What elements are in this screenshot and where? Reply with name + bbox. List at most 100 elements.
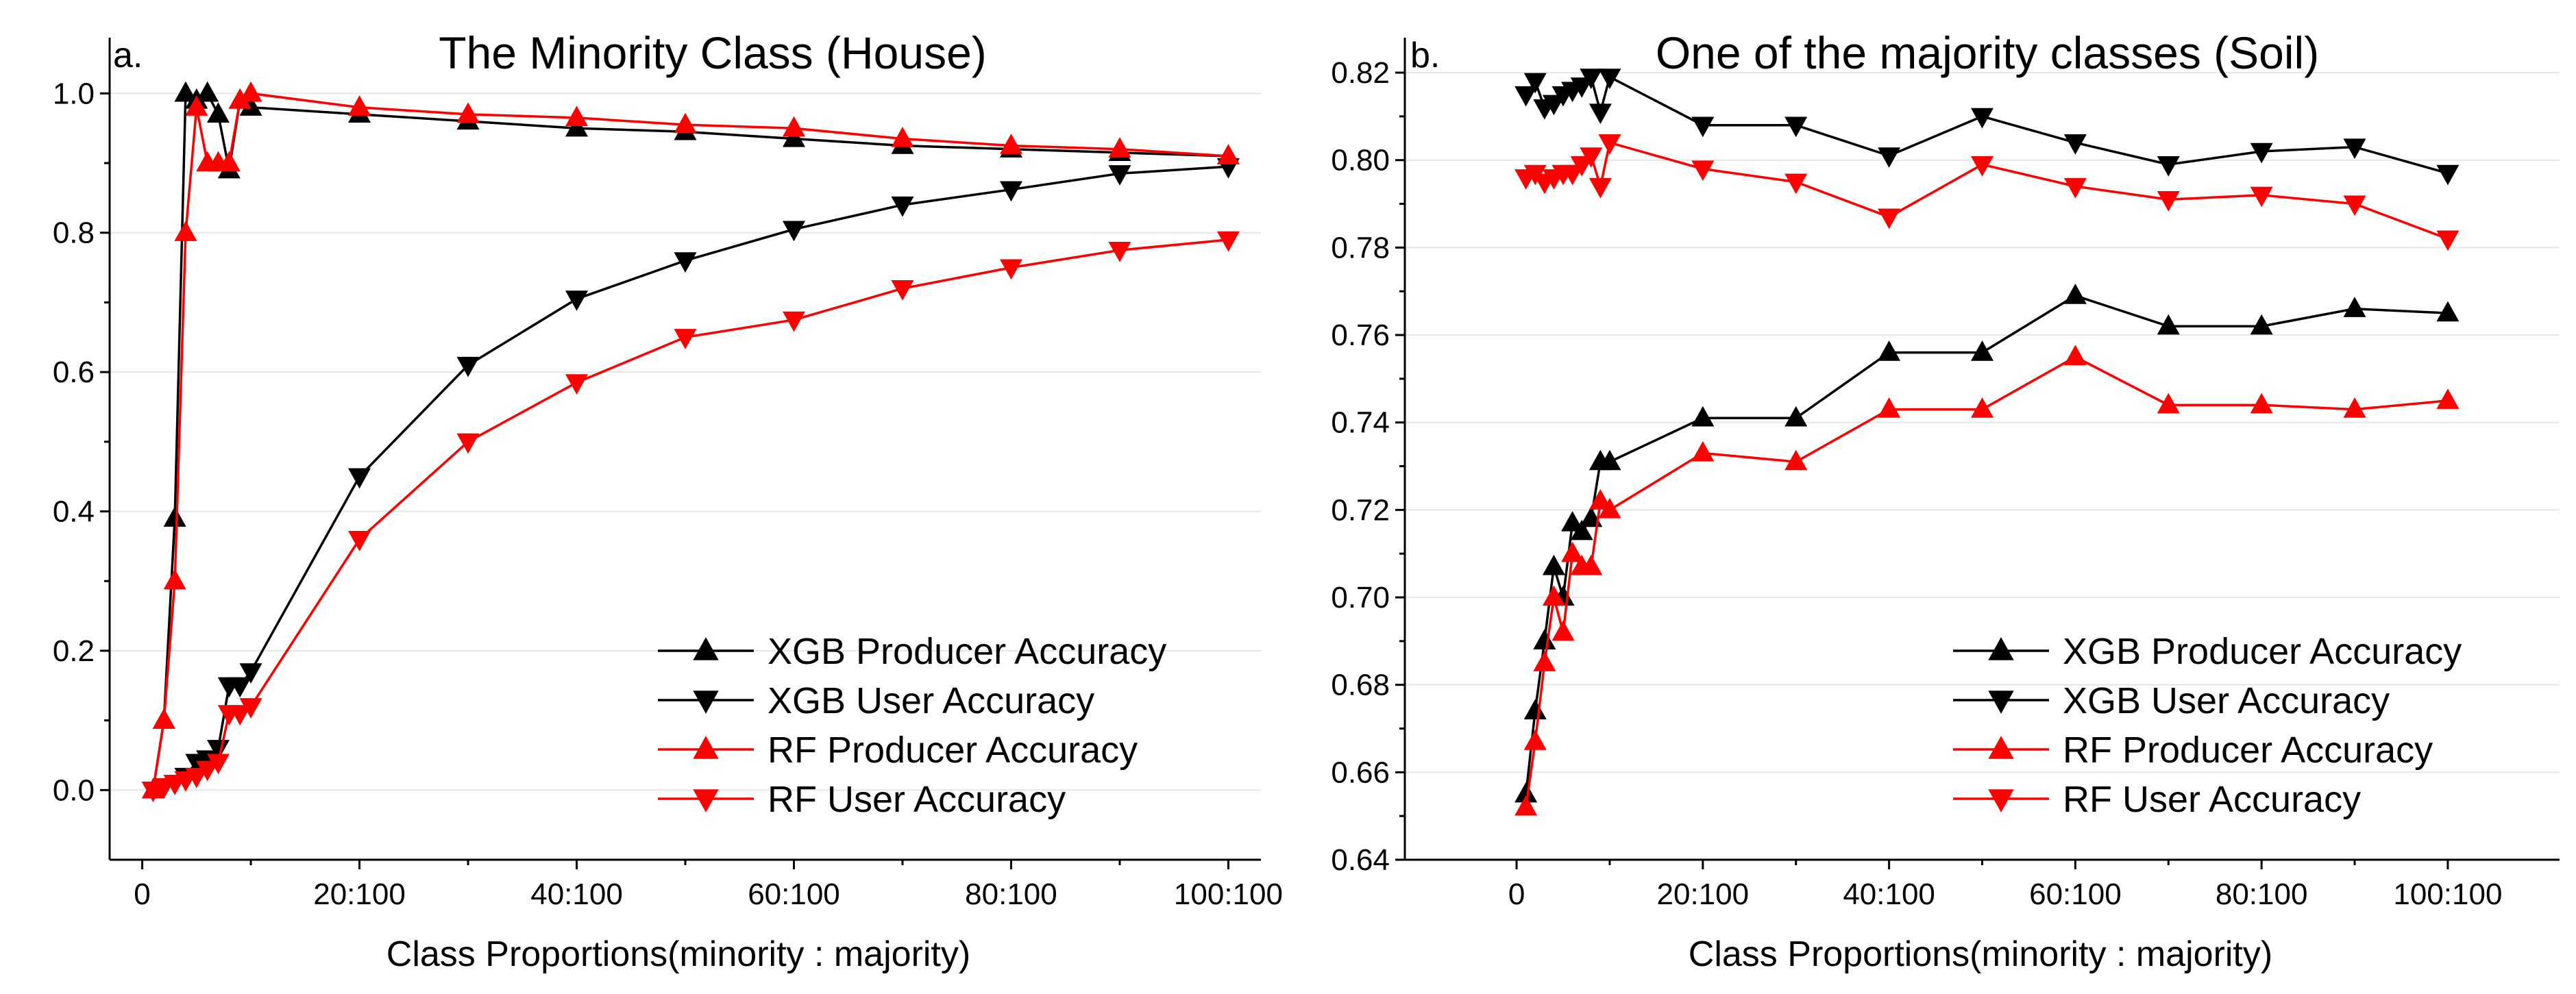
y-tick-label: 0.66 <box>1331 756 1390 789</box>
legend-marker <box>1988 736 2014 759</box>
data-point <box>2063 177 2087 199</box>
data-point <box>891 196 914 217</box>
data-point <box>1551 620 1575 641</box>
x-axis-label: Class Proportions(minority : majority) <box>387 934 970 974</box>
legend: XGB Producer Accuracy XGB User Accuracy RF… <box>1953 631 2462 820</box>
data-point <box>1971 156 1994 177</box>
data-point <box>1570 77 1593 98</box>
legend-marker <box>1988 637 2014 660</box>
data-point <box>1533 651 1556 671</box>
data-point <box>1580 554 1603 575</box>
data-point <box>1580 147 1603 168</box>
data-point <box>674 329 697 349</box>
data-point <box>239 663 262 684</box>
data-point <box>2436 164 2460 186</box>
data-point <box>2063 284 2087 304</box>
data-point <box>239 95 262 116</box>
x-tick-label: 40:100 <box>1843 878 1935 911</box>
x-tick-label: 0 <box>1508 878 1525 911</box>
data-point <box>2250 314 2273 335</box>
data-point <box>1533 629 1556 650</box>
x-tick-label: 60:100 <box>2029 878 2122 911</box>
data-point <box>1878 397 1901 418</box>
data-point <box>1878 208 1901 229</box>
data-point <box>456 433 480 454</box>
gridlines <box>110 92 1261 791</box>
data-point <box>217 151 241 172</box>
data-point <box>1570 156 1593 177</box>
data-point <box>174 81 197 102</box>
y-tick-label: 0.72 <box>1331 493 1390 527</box>
data-point <box>2343 297 2366 317</box>
data-point <box>1216 144 1240 165</box>
y-tick-label: 0.4 <box>53 495 95 529</box>
legend-marker <box>1988 789 2014 812</box>
data-point <box>2157 314 2180 335</box>
data-point <box>1691 406 1715 427</box>
data-point <box>1588 103 1612 125</box>
data-point <box>185 767 208 788</box>
data-point <box>1598 497 1621 519</box>
data-point <box>2157 156 2180 177</box>
x-tick-label: 100:100 <box>1174 878 1283 911</box>
x-tick-label: 100:100 <box>2393 878 2502 911</box>
legend-entry: RF Producer Accuracy <box>768 730 1138 771</box>
data-point <box>1561 541 1584 562</box>
legend-marker <box>693 789 719 812</box>
data-point <box>1108 137 1131 158</box>
data-point <box>1784 449 1808 471</box>
data-point <box>891 126 914 147</box>
x-tick-label: 80:100 <box>2216 878 2308 911</box>
data-point <box>1514 795 1538 816</box>
data-point <box>196 760 219 782</box>
y-tick-label: 0.64 <box>1331 843 1390 877</box>
data-point <box>239 81 262 102</box>
x-tick-label: 60:100 <box>748 878 840 911</box>
data-point <box>1784 406 1808 427</box>
data-point <box>565 116 589 137</box>
legend-entry: XGB Producer Accuracy <box>2063 631 2462 672</box>
y-tick-label: 0.78 <box>1331 231 1390 264</box>
data-point <box>196 81 219 102</box>
data-point <box>1570 519 1593 541</box>
data-point <box>1598 449 1621 471</box>
data-point <box>1588 489 1612 510</box>
data-point <box>1542 585 1565 606</box>
data-point <box>1598 69 1621 89</box>
data-point <box>1561 164 1584 186</box>
data-point <box>1561 510 1584 532</box>
data-point <box>2063 345 2087 366</box>
data-point <box>348 95 371 116</box>
data-point <box>1542 95 1565 116</box>
data-point <box>1691 160 1715 182</box>
x-tick-label: 20:100 <box>1657 878 1750 911</box>
y-tick-label: 0.70 <box>1331 581 1390 614</box>
data-point <box>891 279 914 301</box>
legend-entry: XGB User Accuracy <box>768 680 1094 721</box>
data-point <box>999 134 1022 154</box>
series-xgb-user-accuracy <box>1514 69 2460 186</box>
data-point <box>456 102 480 123</box>
data-point <box>2157 393 2180 414</box>
data-point <box>456 356 480 377</box>
y-tick-label: 0.68 <box>1331 669 1390 702</box>
legend: XGB Producer Accuracy XGB User Accuracy RF… <box>658 631 1166 820</box>
x-tick-label: 80:100 <box>965 878 1057 911</box>
data-point <box>1878 147 1901 168</box>
x-tick-label: 40:100 <box>530 878 623 911</box>
data-point <box>1523 730 1547 750</box>
data-point <box>1523 73 1547 94</box>
data-point <box>565 105 589 127</box>
y-tick-label: 0.76 <box>1331 319 1390 352</box>
legend-marker <box>693 637 719 660</box>
y-tick-label: 0.82 <box>1331 56 1390 90</box>
data-point <box>206 754 230 775</box>
legend-entry: RF User Accuracy <box>2063 779 2361 820</box>
data-point <box>2343 195 2366 216</box>
data-point <box>185 95 208 116</box>
data-point <box>1971 340 1994 361</box>
data-point <box>782 126 805 147</box>
data-point <box>565 290 589 311</box>
data-point <box>1691 116 1715 138</box>
data-point <box>239 698 262 719</box>
